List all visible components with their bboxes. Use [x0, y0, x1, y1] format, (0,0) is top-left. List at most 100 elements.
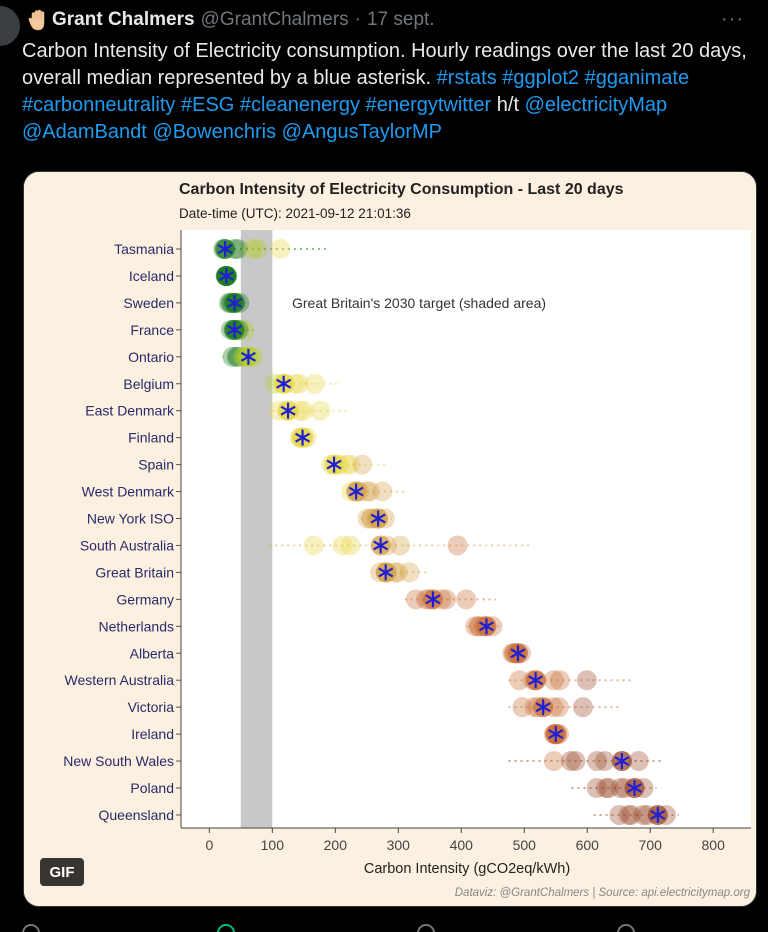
like-icon[interactable]: [417, 924, 435, 932]
share-icon[interactable]: [617, 924, 635, 932]
median-asterisk: [626, 780, 643, 796]
reading-point: [586, 778, 607, 798]
author-handle[interactable]: @GrantChalmers: [200, 9, 349, 30]
reading-point: [340, 535, 361, 556]
median-asterisk-stroke: [295, 432, 311, 443]
reading-point: [310, 400, 331, 421]
reading-point: [628, 751, 649, 772]
x-tick-label: 0: [205, 837, 213, 853]
hashtag-link[interactable]: #ESG: [181, 94, 235, 116]
tweet-header: Grant Chalmers @GrantChalmers · 17 sept.…: [28, 8, 744, 32]
hashtag-link[interactable]: #carbonneutrality: [22, 94, 176, 116]
y-tick-label: Belgium: [123, 376, 174, 392]
median-asterisk-stroke: [614, 756, 630, 767]
hashtag-link[interactable]: #cleanenergy: [239, 94, 361, 116]
median-asterisk: [218, 267, 234, 284]
chart-title: Carbon Intensity of Electricity Consumpt…: [179, 181, 624, 198]
reading-point: [447, 535, 468, 556]
median-asterisk: [378, 564, 394, 581]
y-tick-label: Finland: [128, 430, 174, 446]
median-asterisk-stroke: [280, 405, 296, 416]
reading-point: [565, 751, 586, 772]
median-asterisk: [295, 429, 311, 446]
median-asterisk-stroke: [226, 297, 243, 308]
author-name[interactable]: Grant Chalmers: [52, 9, 195, 30]
median-asterisk-stroke: [626, 783, 643, 793]
y-tick-label: Netherlands: [99, 618, 175, 634]
median-asterisk: [614, 753, 630, 770]
more-options-icon[interactable]: ···: [721, 8, 744, 30]
y-tick-label: Victoria: [128, 699, 175, 715]
y-tick-label: France: [130, 322, 174, 338]
reading-point: [456, 589, 477, 610]
x-tick-label: 400: [450, 837, 474, 853]
hashtag-link[interactable]: #rstats: [436, 67, 497, 89]
median-asterisk: [373, 537, 389, 554]
median-asterisk-stroke: [226, 324, 243, 335]
hashtag-link[interactable]: #energytwitter: [365, 94, 492, 116]
median-asterisk: [348, 483, 364, 500]
median-asterisk: [510, 645, 526, 662]
median-asterisk: [226, 321, 243, 338]
median-asterisk: [326, 456, 342, 473]
reading-point: [352, 454, 373, 475]
reading-point: [390, 535, 411, 556]
reading-point: [596, 778, 617, 798]
mention-link[interactable]: @Bowenchris: [152, 121, 277, 143]
reading-point: [222, 346, 243, 367]
reading-point: [509, 670, 530, 691]
reading-point: [594, 751, 615, 772]
reading-point: [549, 670, 570, 691]
reading-point: [543, 670, 564, 691]
x-tick-label: 500: [513, 837, 537, 853]
reading-point: [270, 239, 291, 259]
plot-panel: [181, 230, 751, 828]
mention-link[interactable]: @electricityMap: [524, 94, 668, 116]
y-tick-label: Tasmania: [114, 241, 174, 257]
carbon-intensity-chart: Carbon Intensity of Electricity Consumpt…: [24, 172, 756, 906]
retweet-icon[interactable]: [217, 924, 235, 932]
reading-point: [303, 535, 324, 556]
median-asterisk-stroke: [548, 729, 564, 740]
reply-icon[interactable]: [22, 924, 40, 932]
tweet-date[interactable]: 17 sept.: [366, 9, 435, 30]
separator-dot: ·: [354, 9, 361, 30]
median-asterisk-stroke: [510, 648, 526, 659]
reading-point: [512, 697, 533, 718]
gif-badge[interactable]: GIF: [40, 858, 84, 886]
x-tick-label: 300: [387, 837, 411, 853]
reading-point: [339, 454, 360, 475]
reading-point: [405, 589, 426, 610]
y-tick-label: Western Australia: [65, 672, 175, 688]
y-tick-label: Alberta: [130, 645, 175, 661]
median-asterisk: [276, 375, 292, 392]
y-tick-label: New York ISO: [87, 511, 174, 527]
reading-point: [293, 400, 314, 421]
median-asterisk-stroke: [276, 378, 292, 389]
avatar[interactable]: [0, 6, 20, 46]
median-asterisk-stroke: [217, 244, 233, 254]
reading-point: [610, 778, 631, 798]
y-tick-label: Sweden: [123, 295, 174, 311]
y-tick-label: Iceland: [129, 268, 174, 284]
reading-point: [560, 751, 581, 772]
raised-hand-icon: [28, 9, 48, 31]
mention-link[interactable]: @AdamBandt: [22, 121, 147, 143]
median-asterisk-stroke: [528, 675, 544, 686]
median-asterisk-stroke: [240, 351, 256, 362]
x-tick-label: 800: [702, 837, 726, 853]
y-tick-label: West Denmark: [82, 484, 175, 500]
median-asterisk-stroke: [326, 459, 342, 470]
reading-point: [304, 373, 325, 394]
median-asterisk: [425, 591, 441, 608]
median-asterisk: [535, 699, 551, 716]
hashtag-link[interactable]: #ggplot2: [502, 67, 580, 89]
reading-point: [288, 373, 309, 394]
mention-link[interactable]: @AngusTaylorMP: [281, 121, 443, 143]
source-caption: Dataviz: @GrantChalmers | Source: api.el…: [455, 887, 751, 899]
hashtag-link[interactable]: #gganimate: [584, 67, 690, 89]
median-asterisk-stroke: [650, 809, 666, 820]
median-asterisk-stroke: [535, 702, 551, 713]
tweet-media-gif[interactable]: Carbon Intensity of Electricity Consumpt…: [23, 171, 757, 907]
reading-point: [372, 481, 393, 502]
